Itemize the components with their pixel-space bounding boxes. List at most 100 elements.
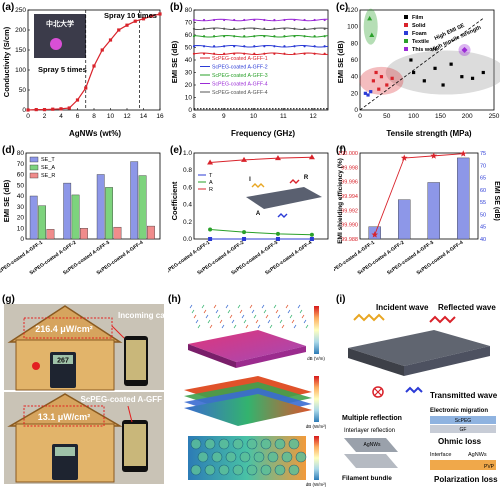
y-tick-label: 20 <box>185 82 193 89</box>
x-tick-label: 8 <box>92 113 96 120</box>
legend-swatch <box>404 39 408 43</box>
agnws-label: AgNWs <box>364 442 381 448</box>
series-marker <box>283 35 286 38</box>
bar <box>63 182 72 240</box>
panel-e-ylabel: Coefficient <box>170 181 179 220</box>
legend-entry: T <box>209 173 213 179</box>
x-tick-label: 100 <box>408 113 419 120</box>
textile-region <box>363 8 378 45</box>
data-point <box>108 38 113 42</box>
fiber-cross-section <box>225 451 237 463</box>
series-marker <box>192 45 196 48</box>
panel-b-ylabel: EMI SE (dB) <box>170 40 179 83</box>
series-marker <box>213 35 216 38</box>
legend-swatch <box>404 15 408 19</box>
star-marker <box>371 231 379 238</box>
legend-entry: ScPEG-coated A-GFF-3 <box>212 73 268 79</box>
series-marker <box>223 35 226 38</box>
series-marker <box>283 27 286 30</box>
y-tick-label-right: 65 <box>480 176 486 182</box>
x-tick-label: 4 <box>59 113 63 120</box>
led-glow-icon <box>50 38 62 50</box>
scatter-point <box>371 79 375 83</box>
fiber-cross-section <box>246 464 258 476</box>
incident-wave-label: Incident wave <box>376 303 429 312</box>
series-marker <box>303 27 306 30</box>
series-line <box>193 27 329 30</box>
legend-swatch <box>404 23 408 27</box>
field-arrow <box>217 314 221 319</box>
series-marker <box>202 52 206 55</box>
panel-d-ylabel: EMI SE (dB) <box>2 179 11 222</box>
series-marker <box>303 35 306 38</box>
scatter-point <box>377 87 381 91</box>
fiber-cross-section <box>190 438 202 450</box>
y-tick-label: 80 <box>351 40 359 47</box>
data-point <box>100 48 104 52</box>
x-tick-label: 200 <box>462 113 473 120</box>
efficiency-line <box>374 153 464 235</box>
x-tick-label: 16 <box>156 113 164 120</box>
legend-entry: SE_T <box>41 157 55 163</box>
data-point <box>158 12 162 16</box>
y-tick-label: 80 <box>17 150 25 157</box>
y-tick-label: 20 <box>17 215 25 222</box>
scatter-point <box>460 75 464 79</box>
series-marker <box>213 27 216 30</box>
data-point <box>59 107 63 111</box>
series-marker <box>273 27 276 30</box>
field-arrow <box>245 324 249 329</box>
legend-entry: ScPEG-coated A-GFF-1 <box>212 56 268 62</box>
simulation-field-top: dB (V/m) <box>188 304 325 368</box>
x-tick-label: 50 <box>383 113 391 120</box>
y-tick-label: 0.8 <box>183 167 192 174</box>
bottom-power: 13.1 μW/cm² <box>38 412 91 422</box>
series-marker <box>293 27 296 30</box>
panel-a: (a) 中北大学 0 2 4 6 8 10 12 14 16 0 50 100 150 200 250 AgN… <box>2 2 164 138</box>
field-arrow <box>265 314 269 319</box>
bar <box>38 205 46 240</box>
data-point <box>34 108 38 112</box>
axes-frame <box>359 152 479 240</box>
y-tick-label: 60 <box>17 172 25 179</box>
field-arrow <box>273 304 277 309</box>
inset-reflected-wave <box>289 179 300 184</box>
x-tick-label: 0 <box>26 113 30 120</box>
fiber-cross-section <box>211 451 223 463</box>
fiber-cross-section <box>281 451 293 463</box>
incident-reflected-schematic: Incident wave Reflected wave <box>348 303 496 376</box>
meter-reading: 267 <box>57 358 69 365</box>
panel-a-xlabel: AgNWs (wt%) <box>69 129 121 138</box>
scpeg-coated-label: ScPEG-coated A-GFF <box>81 395 163 404</box>
y-tick-label: 40 <box>185 57 193 64</box>
panel-i: (i) Incident wave Reflected wave Transmi… <box>336 294 498 484</box>
panel-c-xlabel: Tensile strength (MPa) <box>386 129 472 138</box>
field-arrow <box>225 304 229 309</box>
series-marker <box>283 18 286 22</box>
series-marker <box>243 45 246 48</box>
scatter-point <box>412 70 416 75</box>
y-tick-label: 120 <box>347 7 358 14</box>
series-line <box>210 229 312 236</box>
y-tick-label-left: 99.994 <box>341 194 358 200</box>
fiber-cross-section <box>253 451 265 463</box>
series-marker <box>223 45 226 48</box>
panel-label-d: (d) <box>2 145 15 156</box>
series-line <box>193 52 329 55</box>
x-tick-label: ScPEG-coated A-GFF-1 <box>334 240 376 277</box>
data-point <box>150 14 154 18</box>
field-arrow <box>197 324 201 329</box>
y-tick-label: 200 <box>15 27 26 34</box>
field-arrow <box>237 304 241 309</box>
panel-label-e: (e) <box>170 145 182 156</box>
colorbar-unit-3: dB (W/m²) <box>306 482 327 487</box>
field-arrow <box>275 309 279 314</box>
panel-a-annotation-top: Spray 10 times <box>104 11 157 20</box>
inset-label-a: A <box>256 211 261 217</box>
data-point <box>92 64 96 68</box>
field-arrow <box>241 314 245 319</box>
field-arrow <box>191 309 195 314</box>
